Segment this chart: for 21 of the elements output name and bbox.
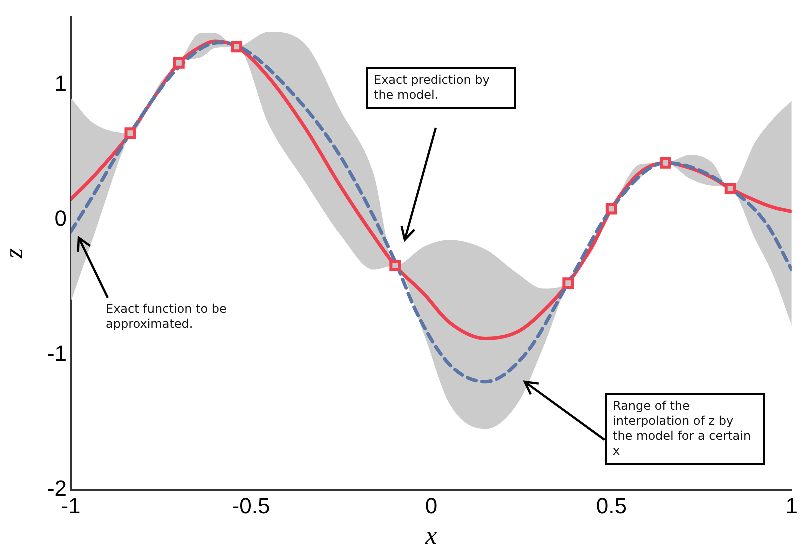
x-tick-label: -0.5	[232, 493, 270, 518]
x-tick-label: 1	[786, 493, 798, 518]
y-tick-label: 0	[54, 206, 67, 231]
point	[660, 157, 672, 169]
x-axis-title: x	[424, 521, 438, 550]
point	[390, 260, 402, 272]
point	[606, 203, 618, 215]
y-axis-title: z	[0, 248, 28, 260]
x-tick-label: 0.5	[596, 493, 627, 518]
point	[562, 278, 574, 290]
y-tick-label: 1	[54, 70, 67, 96]
y-tick-label: -2	[47, 476, 67, 502]
point	[173, 57, 185, 69]
annotation: Range of the interpolation of z by the model for a certain x	[605, 393, 765, 465]
x-tick-label: 0	[425, 493, 438, 518]
annotation: Exact function to be approximated.	[105, 301, 228, 333]
point	[724, 183, 736, 194]
annotation: Exact prediction by the model.	[366, 67, 516, 109]
point	[231, 41, 243, 53]
y-tick-label: -1	[47, 340, 67, 366]
point	[124, 128, 136, 140]
